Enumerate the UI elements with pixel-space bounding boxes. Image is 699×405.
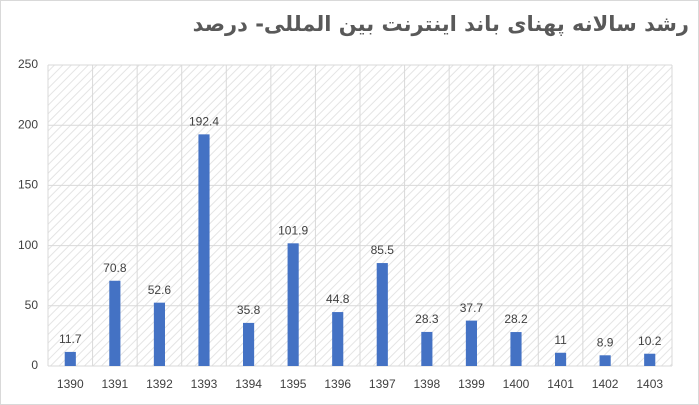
x-tick-label: 1391 bbox=[102, 377, 129, 391]
x-tick-label: 1392 bbox=[146, 377, 173, 391]
x-tick-label: 1402 bbox=[592, 377, 619, 391]
data-label: 10.2 bbox=[638, 334, 662, 348]
x-tick-label: 1403 bbox=[636, 377, 663, 391]
x-tick-label: 1395 bbox=[280, 377, 307, 391]
y-tick-label: 0 bbox=[31, 358, 38, 372]
bar bbox=[599, 355, 611, 366]
bar bbox=[287, 243, 299, 366]
y-tick-label: 200 bbox=[18, 117, 38, 131]
data-label: 11 bbox=[554, 333, 567, 347]
bar bbox=[555, 352, 567, 366]
x-tick-label: 1398 bbox=[414, 377, 441, 391]
data-label: 8.9 bbox=[597, 335, 614, 349]
data-label: 192.4 bbox=[189, 115, 219, 129]
bar bbox=[376, 263, 388, 366]
data-label: 28.2 bbox=[504, 312, 528, 326]
bar bbox=[198, 134, 210, 366]
data-label: 52.6 bbox=[148, 283, 172, 297]
y-tick-label: 50 bbox=[25, 298, 39, 312]
x-tick-label: 1393 bbox=[191, 377, 218, 391]
bar bbox=[510, 332, 522, 366]
chart-title: رشد سالانه پهنای باند اینترنت بین المللی… bbox=[192, 12, 689, 36]
bar bbox=[421, 331, 433, 366]
data-label: 44.8 bbox=[326, 292, 350, 306]
data-label: 85.5 bbox=[371, 243, 395, 257]
y-tick-label: 100 bbox=[18, 238, 38, 252]
x-tick-label: 1401 bbox=[547, 377, 574, 391]
bar bbox=[465, 320, 477, 366]
x-tick-label: 1396 bbox=[324, 377, 351, 391]
bar bbox=[64, 351, 76, 366]
bar bbox=[109, 280, 121, 366]
bar bbox=[332, 312, 344, 366]
x-tick-label: 1400 bbox=[503, 377, 530, 391]
data-label: 37.7 bbox=[460, 301, 484, 315]
bar bbox=[644, 353, 656, 366]
data-label: 35.8 bbox=[237, 303, 261, 317]
data-label: 101.9 bbox=[278, 223, 308, 237]
data-label: 11.7 bbox=[59, 332, 82, 346]
x-tick-label: 1397 bbox=[369, 377, 396, 391]
bar bbox=[243, 322, 255, 366]
x-tick-label: 1394 bbox=[235, 377, 262, 391]
x-tick-label: 1390 bbox=[57, 377, 84, 391]
x-tick-label: 1399 bbox=[458, 377, 485, 391]
y-tick-label: 250 bbox=[18, 57, 38, 71]
data-label: 28.3 bbox=[415, 312, 439, 326]
bar bbox=[153, 302, 165, 366]
data-label: 70.8 bbox=[103, 261, 127, 275]
y-tick-label: 150 bbox=[18, 178, 38, 192]
